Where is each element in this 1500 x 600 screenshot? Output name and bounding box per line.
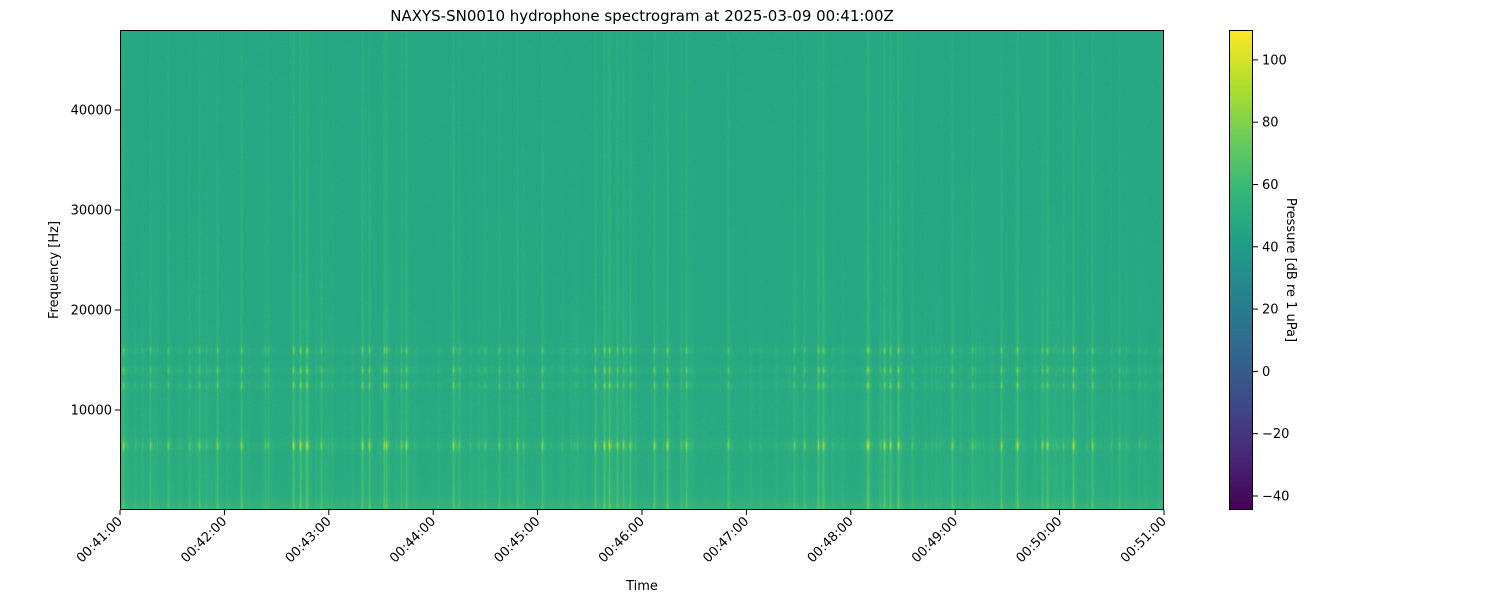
colorbar-gradient xyxy=(1229,30,1253,510)
x-tick-label: 00:43:00 xyxy=(283,514,335,566)
colorbar-label: Pressure [dB re 1 uPa] xyxy=(1283,198,1298,342)
y-tick-label: 30000 xyxy=(71,204,112,219)
chart-title: NAXYS-SN0010 hydrophone spectrogram at 2… xyxy=(390,7,894,25)
y-tick-label: 40000 xyxy=(71,104,112,119)
colorbar-tick-label: −40 xyxy=(1262,489,1289,504)
x-tick-label: 00:45:00 xyxy=(492,514,544,566)
x-tick-label: 00:47:00 xyxy=(700,514,752,566)
colorbar-tick-label: 20 xyxy=(1262,303,1279,318)
y-axis-label: Frequency [Hz] xyxy=(47,221,62,319)
x-tick-label: 00:51:00 xyxy=(1118,514,1170,566)
colorbar-tick-label: 80 xyxy=(1262,116,1279,131)
x-tick-label: 00:48:00 xyxy=(805,514,857,566)
colorbar-frame xyxy=(1229,30,1253,510)
colorbar-tick-label: 60 xyxy=(1262,178,1279,193)
plot-frame xyxy=(120,30,1164,510)
y-tick-label: 20000 xyxy=(71,304,112,319)
x-axis-label: Time xyxy=(625,579,658,594)
x-tick-label: 00:41:00 xyxy=(74,514,126,566)
x-tick-label: 00:46:00 xyxy=(596,514,648,566)
x-tick-label: 00:49:00 xyxy=(909,514,961,566)
spectrogram-heatmap xyxy=(120,30,1164,510)
colorbar-tick-label: −20 xyxy=(1262,427,1289,442)
x-tick-label: 00:42:00 xyxy=(178,514,230,566)
colorbar-tick-label: 0 xyxy=(1262,365,1270,380)
x-tick-label: 00:50:00 xyxy=(1014,514,1066,566)
colorbar-tick-label: 40 xyxy=(1262,240,1279,255)
y-tick-label: 10000 xyxy=(71,404,112,419)
x-tick-label: 00:44:00 xyxy=(387,514,439,566)
colorbar-tick-label: 100 xyxy=(1262,53,1287,68)
